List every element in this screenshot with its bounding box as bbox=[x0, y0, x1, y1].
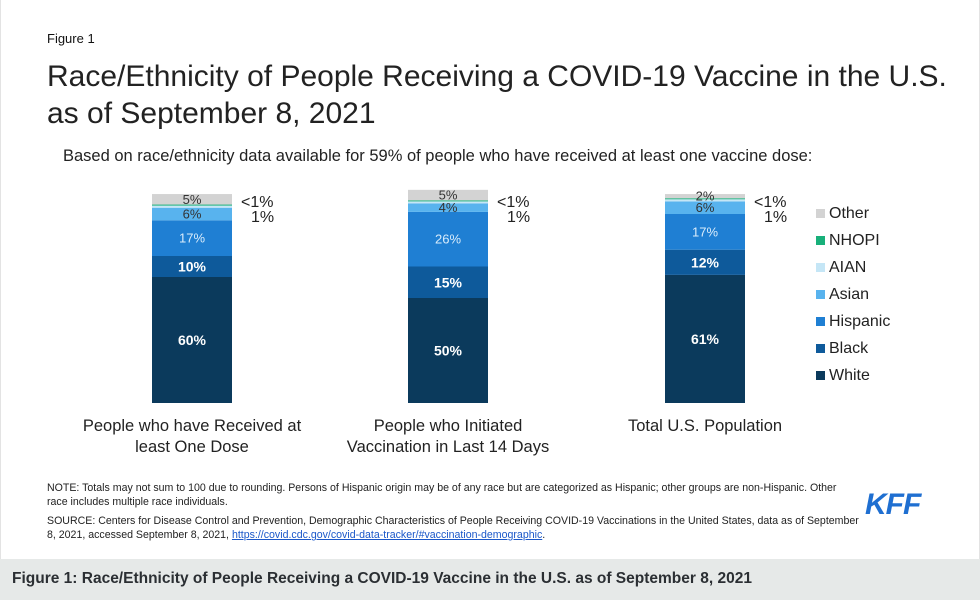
category-label-1-1: Vaccination in Last 14 Days bbox=[347, 438, 549, 456]
data-label-white-2: 61% bbox=[691, 331, 720, 347]
data-label-hispanic-1: 26% bbox=[435, 232, 461, 247]
data-label-white-0: 60% bbox=[178, 332, 207, 348]
source-link[interactable]: https://covid.cdc.gov/covid-data-tracker… bbox=[231, 529, 543, 541]
bar-segment-asian-0 bbox=[152, 207, 232, 221]
bar-segment-hispanic-0 bbox=[152, 220, 232, 256]
data-label-asian-1: 4% bbox=[439, 200, 458, 215]
chart-note: NOTE: Totals may not sum to 100 due to r… bbox=[47, 482, 837, 508]
stacked-bar-chart: 60%10%17%6%5% <1%1%People who have Receiv… bbox=[83, 188, 891, 456]
outside-label-nhopi-0: <1% bbox=[241, 194, 273, 211]
legend-swatch-black bbox=[816, 344, 825, 353]
legend-label-aian: AIAN bbox=[829, 259, 866, 276]
data-label-white-1: 50% bbox=[434, 343, 463, 359]
bar-segment-white-0 bbox=[152, 277, 232, 403]
data-label-asian-2: 6% bbox=[696, 200, 715, 215]
legend-label-hispanic: Hispanic bbox=[829, 313, 890, 330]
data-label-hispanic-0: 17% bbox=[179, 231, 205, 246]
chart-subtitle: Based on race/ethnicity data available f… bbox=[63, 147, 813, 165]
data-label-black-2: 12% bbox=[691, 254, 720, 270]
legend-swatch-nhopi bbox=[816, 236, 825, 245]
data-label-hispanic-2: 17% bbox=[692, 224, 718, 239]
data-label-black-1: 15% bbox=[434, 274, 463, 290]
bar-segment-hispanic-2 bbox=[665, 214, 745, 250]
bar-segment-aian-2 bbox=[665, 199, 745, 202]
data-label-other-1: 5% bbox=[439, 188, 458, 203]
bar-segment-asian-2 bbox=[665, 201, 745, 214]
bar-segment-other-2 bbox=[665, 194, 745, 199]
outside-label-nhopi-2: <1% bbox=[754, 194, 786, 211]
bar-segment-black-1 bbox=[408, 266, 488, 298]
category-label-0-0: People who have Received at bbox=[83, 417, 302, 435]
chart-title: Race/Ethnicity of People Receiving a COV… bbox=[47, 60, 947, 130]
legend-swatch-white bbox=[816, 371, 825, 380]
legend-label-nhopi: NHOPI bbox=[829, 232, 880, 249]
outside-label-aian-1: 1% bbox=[507, 209, 530, 226]
kff-logo: KFF bbox=[865, 488, 921, 521]
bar-segment-black-0 bbox=[152, 256, 232, 277]
category-label-2-0: Total U.S. Population bbox=[628, 417, 782, 435]
legend-swatch-other bbox=[816, 209, 825, 218]
data-label-black-0: 10% bbox=[178, 259, 207, 275]
data-label-other-2: 2% bbox=[696, 189, 715, 204]
legend-swatch-asian bbox=[816, 290, 825, 299]
bar-segment-nhopi-1 bbox=[408, 200, 488, 202]
bar-segment-hispanic-1 bbox=[408, 211, 488, 267]
legend-label-white: White bbox=[829, 367, 870, 384]
bar-segment-white-2 bbox=[665, 274, 745, 403]
bar-segment-aian-0 bbox=[152, 205, 232, 208]
chart-source: SOURCE: Centers for Disease Control and … bbox=[47, 514, 859, 542]
legend-swatch-aian bbox=[816, 263, 825, 272]
source-text: SOURCE: Centers for Disease Control and … bbox=[47, 515, 859, 541]
bar-segment-white-1 bbox=[408, 298, 488, 403]
legend-swatch-hispanic bbox=[816, 317, 825, 326]
bar-segment-black-2 bbox=[665, 249, 745, 275]
category-label-1-0: People who Initiated bbox=[374, 417, 523, 435]
bar-segment-nhopi-2 bbox=[665, 198, 745, 200]
figure-label: Figure 1 bbox=[47, 31, 95, 46]
bar-segment-other-1 bbox=[408, 189, 488, 201]
bar-segment-other-0 bbox=[152, 194, 232, 205]
outside-label-aian-0: 1% bbox=[251, 209, 274, 226]
outside-label-nhopi-1: <1% bbox=[497, 194, 529, 211]
figure-caption: Figure 1: Race/Ethnicity of People Recei… bbox=[12, 570, 752, 587]
source-end: . bbox=[542, 529, 546, 541]
bar-segment-aian-1 bbox=[408, 201, 488, 204]
outside-label-aian-2: 1% bbox=[764, 209, 787, 226]
bar-segment-nhopi-0 bbox=[152, 204, 232, 206]
data-label-asian-0: 6% bbox=[183, 207, 202, 222]
bar-segment-asian-1 bbox=[408, 203, 488, 212]
figure-card: Figure 1 Race/Ethnicity of People Receiv… bbox=[0, 0, 980, 559]
legend-label-other: Other bbox=[829, 205, 870, 222]
category-label-0-1: least One Dose bbox=[135, 438, 249, 456]
data-label-other-0: 5% bbox=[183, 192, 202, 207]
legend-label-asian: Asian bbox=[829, 286, 869, 303]
legend-label-black: Black bbox=[829, 340, 869, 357]
